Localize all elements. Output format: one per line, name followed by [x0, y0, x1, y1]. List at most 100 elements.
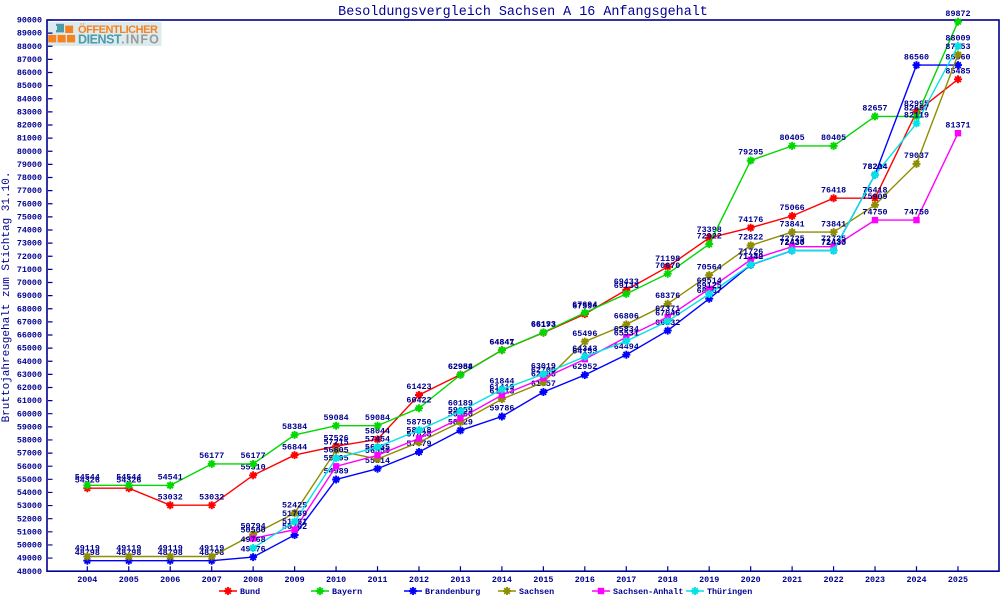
svg-text:66000: 66000 [17, 331, 42, 341]
svg-text:78204: 78204 [862, 162, 887, 172]
svg-text:2024: 2024 [906, 575, 926, 585]
svg-text:2018: 2018 [658, 575, 678, 585]
svg-text:Brandenburg: Brandenburg [425, 587, 480, 597]
svg-text:2004: 2004 [77, 575, 97, 585]
svg-text:2008: 2008 [243, 575, 263, 585]
svg-text:71198: 71198 [655, 254, 680, 264]
svg-text:51769: 51769 [282, 509, 307, 519]
svg-text:56177: 56177 [241, 451, 266, 461]
svg-text:54326: 54326 [116, 475, 141, 485]
svg-text:82119: 82119 [904, 111, 929, 121]
svg-text:57828: 57828 [406, 429, 431, 439]
svg-text:89872: 89872 [945, 9, 970, 19]
svg-text:56550: 56550 [365, 446, 390, 456]
svg-text:80405: 80405 [821, 133, 846, 143]
svg-text:85485: 85485 [945, 67, 970, 77]
svg-text:59000: 59000 [17, 422, 42, 432]
svg-text:50000: 50000 [17, 541, 42, 551]
svg-text:72430: 72430 [821, 238, 846, 248]
svg-text:71000: 71000 [17, 265, 42, 275]
svg-text:64343: 64343 [572, 344, 597, 354]
svg-text:52000: 52000 [17, 514, 42, 524]
svg-text:2014: 2014 [492, 575, 512, 585]
svg-text:72725: 72725 [821, 234, 846, 244]
svg-text:86560: 86560 [904, 52, 929, 62]
svg-text:76418: 76418 [821, 185, 846, 195]
svg-text:2019: 2019 [699, 575, 719, 585]
svg-text:54544: 54544 [75, 473, 100, 483]
svg-text:54989: 54989 [324, 467, 349, 477]
svg-text:79295: 79295 [738, 148, 763, 158]
svg-text:2017: 2017 [616, 575, 636, 585]
svg-text:49119: 49119 [158, 544, 183, 554]
svg-text:72430: 72430 [780, 238, 805, 248]
svg-text:54000: 54000 [17, 488, 42, 498]
svg-text:75000: 75000 [17, 212, 42, 222]
svg-text:82000: 82000 [17, 121, 42, 131]
svg-text:2022: 2022 [824, 575, 844, 585]
svg-text:49000: 49000 [17, 554, 42, 564]
svg-text:80000: 80000 [17, 147, 42, 157]
svg-text:82995: 82995 [904, 99, 929, 109]
svg-text:2011: 2011 [367, 575, 387, 585]
svg-text:62000: 62000 [17, 383, 42, 393]
svg-text:65000: 65000 [17, 344, 42, 354]
svg-text:66173: 66173 [531, 320, 556, 330]
svg-text:54541: 54541 [158, 473, 183, 483]
svg-text:80405: 80405 [780, 133, 805, 143]
svg-text:57000: 57000 [17, 449, 42, 459]
svg-text:72922: 72922 [697, 231, 722, 241]
svg-text:64153: 64153 [572, 346, 597, 356]
svg-text:74000: 74000 [17, 226, 42, 236]
svg-text:2007: 2007 [202, 575, 222, 585]
svg-text:76418: 76418 [862, 185, 887, 195]
svg-text:53032: 53032 [158, 492, 183, 502]
svg-text:64494: 64494 [614, 342, 639, 352]
svg-text:2023: 2023 [865, 575, 885, 585]
svg-text:56000: 56000 [17, 462, 42, 472]
svg-text:56605: 56605 [324, 446, 349, 456]
svg-text:50500: 50500 [241, 526, 266, 536]
svg-text:60422: 60422 [406, 395, 431, 405]
svg-text:72000: 72000 [17, 252, 42, 262]
svg-text:63019: 63019 [531, 361, 556, 371]
svg-text:Bruttojahresgehalt zum Stichta: Bruttojahresgehalt zum Stichtag 31.10. [1, 172, 13, 423]
svg-text:DIENST.INFO: DIENST.INFO [78, 33, 160, 47]
svg-text:85000: 85000 [17, 81, 42, 91]
svg-text:2015: 2015 [533, 575, 553, 585]
svg-text:71726: 71726 [738, 247, 763, 257]
svg-text:86000: 86000 [17, 68, 42, 78]
svg-text:52425: 52425 [282, 500, 307, 510]
svg-text:56177: 56177 [199, 451, 224, 461]
svg-text:65834: 65834 [614, 324, 639, 334]
svg-text:64000: 64000 [17, 357, 42, 367]
svg-text:66806: 66806 [614, 312, 639, 322]
svg-text:ÖFFENTLICHER: ÖFFENTLICHER [78, 23, 158, 36]
svg-text:65496: 65496 [572, 329, 597, 339]
svg-text:49768: 49768 [241, 535, 266, 545]
svg-text:69125: 69125 [697, 281, 722, 291]
svg-text:2005: 2005 [119, 575, 139, 585]
svg-text:78214: 78214 [862, 162, 887, 172]
svg-text:54326: 54326 [75, 475, 100, 485]
svg-text:74750: 74750 [862, 207, 887, 217]
svg-text:69000: 69000 [17, 291, 42, 301]
svg-text:72725: 72725 [780, 234, 805, 244]
svg-text:60189: 60189 [448, 398, 473, 408]
svg-text:68000: 68000 [17, 304, 42, 314]
svg-text:50794: 50794 [241, 522, 266, 532]
svg-text:49119: 49119 [75, 544, 100, 554]
svg-text:66193: 66193 [531, 320, 556, 330]
svg-text:88009: 88009 [945, 33, 970, 43]
svg-text:2025: 2025 [948, 575, 968, 585]
svg-text:84000: 84000 [17, 94, 42, 104]
svg-text:83000: 83000 [17, 107, 42, 117]
svg-text:2020: 2020 [741, 575, 761, 585]
svg-text:72433: 72433 [821, 238, 846, 248]
svg-text:57526: 57526 [324, 433, 349, 443]
svg-text:75909: 75909 [862, 192, 887, 202]
svg-text:2006: 2006 [160, 575, 180, 585]
svg-text:59084: 59084 [324, 413, 349, 423]
svg-text:79000: 79000 [17, 160, 42, 170]
svg-text:2010: 2010 [326, 575, 346, 585]
